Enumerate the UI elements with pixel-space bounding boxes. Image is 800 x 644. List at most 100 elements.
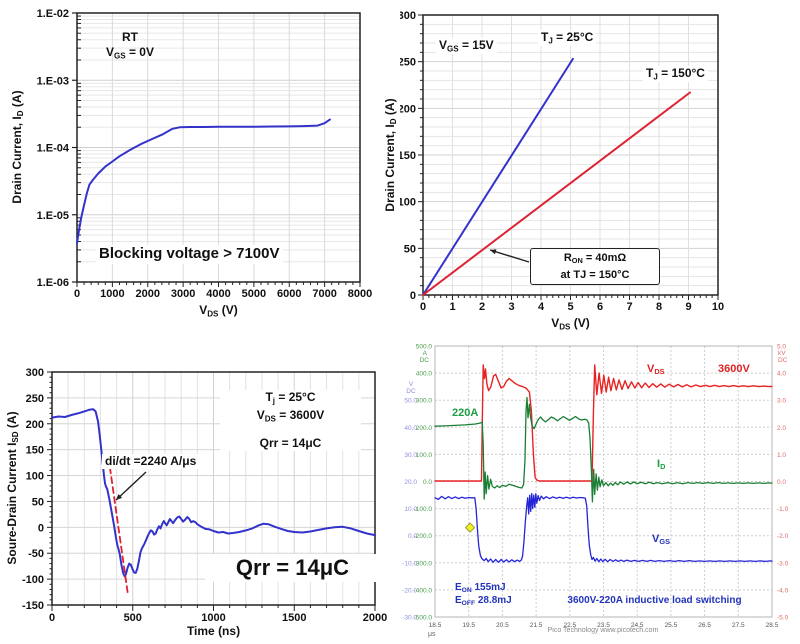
svg-text:300: 300 <box>26 367 44 379</box>
y-axis-title: Soure-Drain Current ISD (A) <box>4 411 21 565</box>
svg-text:150: 150 <box>26 445 44 457</box>
svg-text:9: 9 <box>685 301 691 313</box>
svg-text:6: 6 <box>597 301 603 313</box>
leakage-current-series <box>76 118 331 244</box>
svg-text:7000: 7000 <box>312 288 336 300</box>
svg-text:-200.0: -200.0 <box>414 533 433 540</box>
vds-trace <box>434 364 773 482</box>
svg-text:50: 50 <box>404 243 416 255</box>
svg-text:-30.0: -30.0 <box>402 615 417 622</box>
x-axis-title: Time (ns) <box>186 624 241 638</box>
svg-text:10: 10 <box>712 301 724 313</box>
vds-value-label: 3600V <box>718 363 750 375</box>
qrr-condition: Qrr = 14μC <box>259 435 322 450</box>
svg-text:-50: -50 <box>28 548 44 560</box>
output-series <box>422 57 691 296</box>
trigger-marker-diamond <box>464 522 476 533</box>
svg-text:20.5: 20.5 <box>496 622 509 629</box>
svg-text:-300.0: -300.0 <box>414 560 433 567</box>
svg-text:2: 2 <box>479 301 485 313</box>
svg-text:-1.0: -1.0 <box>777 506 789 513</box>
svg-text:-10.0: -10.0 <box>402 560 417 567</box>
didt-annotation: di/dt =2240 A/μs <box>102 454 200 469</box>
svg-text:1.E-05: 1.E-05 <box>37 210 69 222</box>
svg-text:2000: 2000 <box>363 612 387 624</box>
eoff-energy-label: EOFF 28.8mJ <box>455 595 512 607</box>
svg-text:4000: 4000 <box>206 288 230 300</box>
svg-text:-2.0: -2.0 <box>777 533 789 540</box>
y-axis-title: Drain Current, ID (A) <box>9 90 26 204</box>
panel-oscilloscope: 5.0 4.0 3.0 2.0 1.0 0.0 -1.0 -2.0 -3.0 -4.0 -5.0 kV… <box>400 330 800 644</box>
axis-ticks <box>47 371 376 611</box>
svg-text:0: 0 <box>49 612 55 624</box>
svg-text:1.E-04: 1.E-04 <box>37 143 70 155</box>
svg-text:0: 0 <box>38 522 44 534</box>
svg-text:100.0: 100.0 <box>416 452 433 459</box>
svg-text:1500: 1500 <box>282 612 306 624</box>
svg-text:-500.0: -500.0 <box>414 615 433 622</box>
svg-text:1.E-03: 1.E-03 <box>37 75 69 87</box>
svg-text:0: 0 <box>74 288 80 300</box>
ron-condition: at TJ = 150°C <box>560 269 630 282</box>
svg-text:DC: DC <box>420 357 430 364</box>
svg-text:10.0: 10.0 <box>404 506 417 513</box>
time-unit-label: μs <box>428 631 436 638</box>
svg-text:0.0: 0.0 <box>423 479 432 486</box>
blocking-voltage-chart: 0 1000 2000 3000 4000 5000 6000 7000 8000 1.E-02 1… <box>37 8 373 300</box>
x-axis-title: VDS (V) <box>199 303 238 319</box>
id-trace-label: ID <box>657 458 666 472</box>
svg-text:50: 50 <box>32 496 44 508</box>
svg-text:1.E-02: 1.E-02 <box>37 8 69 20</box>
y-axis-title: Drain Current, ID (A) <box>382 98 399 212</box>
svg-text:-400.0: -400.0 <box>414 587 433 594</box>
svg-text:100: 100 <box>400 197 416 209</box>
svg-text:500: 500 <box>124 612 142 624</box>
svg-text:-5.0: -5.0 <box>777 615 789 622</box>
reverse-recovery-chart: 0 500 1000 1500 2000 -150 -100 -50 0 50 100 150 200 2… <box>22 367 387 624</box>
gridlines <box>77 13 360 282</box>
svg-text:1: 1 <box>449 301 455 313</box>
svg-text:1.E-06: 1.E-06 <box>37 277 69 289</box>
didt-annotation-arrow <box>115 471 147 501</box>
svg-text:23.5: 23.5 <box>597 622 610 629</box>
svg-text:250: 250 <box>400 57 416 69</box>
panel-blocking-characteristic: 0 1000 2000 3000 4000 5000 6000 7000 8000 1.E-02 1… <box>0 0 400 330</box>
condition-label: RT VGS = 0V <box>85 30 175 61</box>
svg-text:3.0: 3.0 <box>777 398 786 405</box>
svg-text:400.0: 400.0 <box>416 371 433 378</box>
svg-text:5: 5 <box>567 301 573 313</box>
svg-text:50.0: 50.0 <box>404 398 417 405</box>
svg-text:0: 0 <box>420 301 426 313</box>
svg-text:7: 7 <box>626 301 632 313</box>
vds-trace-label: VDS <box>647 363 665 377</box>
picoscope-footer: Pico Technology www.picotech.com <box>547 627 659 634</box>
vgs-condition: VGS = 0V <box>106 45 154 61</box>
svg-text:18.5: 18.5 <box>429 622 442 629</box>
svg-text:4: 4 <box>538 301 545 313</box>
svg-text:DC: DC <box>778 357 788 364</box>
svg-text:4.0: 4.0 <box>777 371 786 378</box>
ron-annotation-arrow <box>489 249 530 263</box>
test-conditions: Tj = 25°C VDS = 3600V Qrr = 14μC <box>220 390 361 451</box>
svg-text:150: 150 <box>400 150 416 162</box>
svg-text:kV: kV <box>778 350 786 357</box>
svg-text:-3.0: -3.0 <box>777 560 789 567</box>
svg-text:8000: 8000 <box>348 288 372 300</box>
svg-text:2000: 2000 <box>136 288 160 300</box>
svg-text:22.5: 22.5 <box>563 622 576 629</box>
svg-text:DC: DC <box>406 388 416 395</box>
svg-text:200.0: 200.0 <box>416 425 433 432</box>
spacer <box>223 427 358 436</box>
svg-text:200: 200 <box>26 419 44 431</box>
svg-text:3000: 3000 <box>171 288 195 300</box>
svg-text:-100.0: -100.0 <box>414 506 433 513</box>
svg-text:27.5: 27.5 <box>732 622 745 629</box>
ron-value: RON = 40mΩ <box>563 252 627 266</box>
qrr-big-label: Qrr = 14μC <box>205 554 380 582</box>
panel-output-characteristics: 0 1 2 3 4 5 6 7 8 9 10 0 50 100 150 200 250 300 VGS = 15V… <box>383 0 800 331</box>
svg-text:A: A <box>423 350 428 357</box>
svg-text:28.5: 28.5 <box>766 622 779 629</box>
svg-text:1000: 1000 <box>100 288 124 300</box>
scope-caption: 3600V-220A inductive load switching <box>567 595 742 606</box>
